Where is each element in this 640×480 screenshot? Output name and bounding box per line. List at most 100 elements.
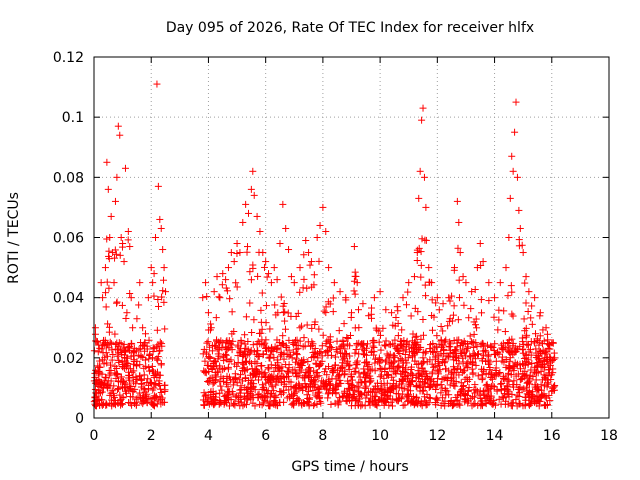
- data-point: [506, 354, 514, 362]
- data-point: [249, 261, 257, 269]
- data-point: [149, 279, 157, 287]
- data-point: [543, 383, 551, 391]
- data-point: [440, 349, 448, 357]
- data-point: [325, 264, 333, 272]
- data-point: [450, 365, 458, 373]
- data-point: [419, 316, 427, 324]
- data-point: [508, 310, 516, 318]
- data-point: [376, 396, 384, 404]
- data-point: [142, 395, 150, 403]
- data-point: [353, 360, 361, 368]
- data-point: [456, 401, 464, 409]
- data-point: [342, 296, 350, 304]
- x-tick-label: 0: [90, 428, 99, 444]
- data-point: [134, 393, 142, 401]
- data-point: [345, 379, 353, 387]
- data-point: [422, 292, 430, 300]
- data-point: [97, 279, 105, 287]
- data-point: [222, 343, 230, 351]
- data-point: [524, 341, 532, 349]
- data-point: [369, 337, 377, 345]
- data-point: [243, 243, 251, 251]
- data-point: [440, 375, 448, 383]
- data-point: [235, 375, 243, 383]
- data-point: [417, 400, 425, 408]
- data-point: [242, 395, 250, 403]
- data-point: [103, 359, 111, 367]
- data-point: [215, 343, 223, 351]
- y-tick-label: 0.12: [53, 50, 84, 66]
- data-point: [221, 350, 229, 358]
- data-point: [430, 363, 438, 371]
- data-point: [121, 379, 129, 387]
- data-point: [333, 366, 341, 374]
- data-point: [217, 382, 225, 390]
- data-point: [356, 373, 364, 381]
- data-point: [444, 322, 452, 330]
- data-point: [219, 366, 227, 374]
- data-point: [275, 338, 283, 346]
- data-point: [421, 349, 429, 357]
- data-point: [295, 396, 303, 404]
- data-point: [221, 397, 229, 405]
- data-point: [497, 400, 505, 408]
- data-point: [246, 268, 254, 276]
- data-point: [103, 278, 111, 286]
- data-point: [306, 380, 314, 388]
- data-point: [115, 356, 123, 364]
- data-point: [266, 354, 274, 362]
- data-point: [122, 314, 130, 322]
- data-point: [131, 398, 139, 406]
- data-point: [332, 353, 340, 361]
- data-point: [407, 387, 415, 395]
- data-point: [290, 279, 298, 287]
- data-point: [264, 364, 272, 372]
- data-point: [541, 375, 549, 383]
- data-point: [272, 381, 280, 389]
- data-point: [302, 368, 310, 376]
- data-point: [267, 279, 275, 287]
- data-point: [522, 299, 530, 307]
- data-point: [525, 401, 533, 409]
- data-point: [268, 383, 276, 391]
- data-point: [403, 301, 411, 309]
- data-point: [536, 309, 544, 317]
- data-point: [515, 400, 523, 408]
- data-point: [270, 264, 278, 272]
- data-point: [242, 401, 250, 409]
- data-point: [421, 236, 429, 244]
- data-point: [116, 391, 124, 399]
- data-point: [254, 393, 262, 401]
- data-point: [199, 294, 207, 302]
- data-point: [490, 372, 498, 380]
- data-point: [498, 345, 506, 353]
- data-point: [319, 331, 327, 339]
- x-tick-label: 6: [261, 428, 270, 444]
- data-point: [204, 309, 212, 317]
- data-point: [202, 350, 210, 358]
- data-point: [534, 361, 542, 369]
- data-point: [462, 362, 470, 370]
- data-point: [160, 276, 168, 284]
- data-point: [489, 382, 497, 390]
- data-point: [271, 301, 279, 309]
- data-point: [494, 326, 502, 334]
- data-point: [376, 288, 384, 296]
- data-point: [324, 348, 332, 356]
- data-point: [470, 400, 478, 408]
- data-point: [363, 359, 371, 367]
- data-point: [410, 343, 418, 351]
- data-point: [395, 357, 403, 365]
- data-point: [155, 302, 163, 310]
- data-point: [120, 340, 128, 348]
- data-point: [157, 360, 165, 368]
- data-point: [129, 360, 137, 368]
- data-point: [491, 294, 499, 302]
- data-point: [152, 234, 160, 241]
- data-point: [108, 400, 116, 408]
- data-point: [355, 378, 363, 386]
- data-point: [153, 326, 161, 334]
- data-point: [426, 375, 434, 383]
- data-point: [388, 309, 396, 317]
- data-point: [523, 371, 531, 379]
